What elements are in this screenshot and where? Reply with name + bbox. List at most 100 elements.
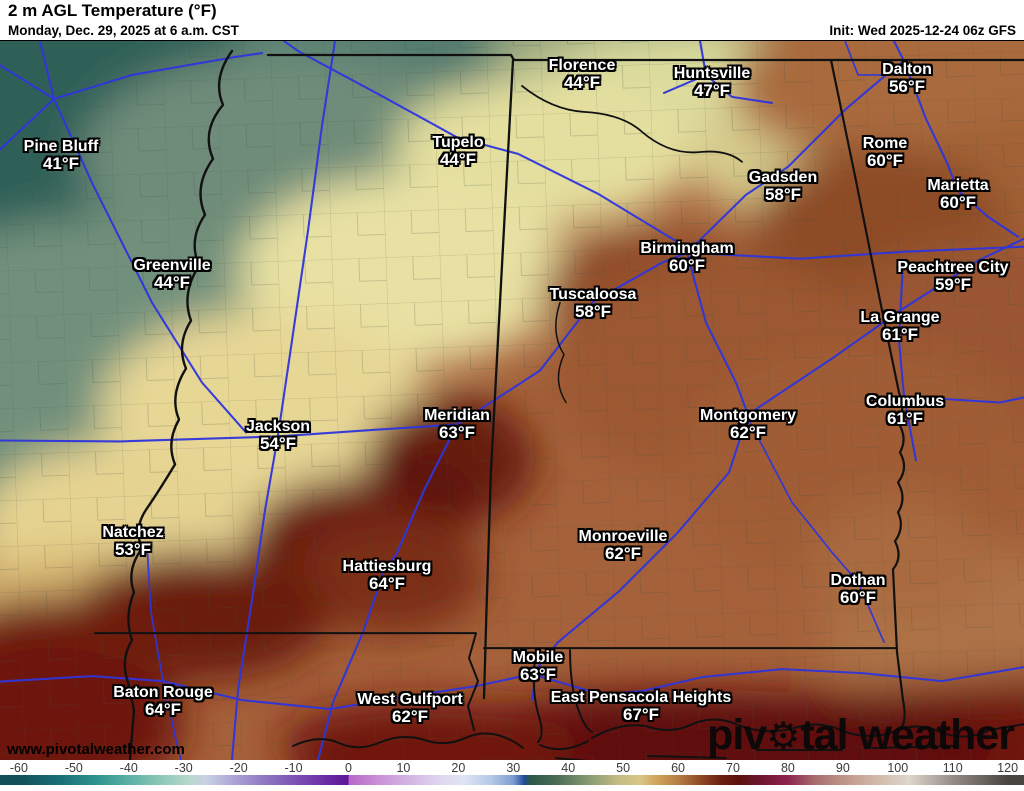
attribution-url: www.pivotalweather.com [7, 741, 185, 758]
city-temperature: 63°F [519, 665, 557, 684]
city-name: Tuscaloosa [549, 286, 637, 303]
colorbar-tick: 30 [506, 761, 521, 775]
city-name: Baton Rouge [113, 684, 213, 701]
city-label: Jackson 54°F [246, 418, 310, 453]
city-label: Dalton 56°F [882, 61, 932, 96]
city-label: Tupelo 44°F [432, 134, 483, 169]
city-label: Gadsden 58°F [749, 169, 817, 204]
city-temperature: 60°F [939, 193, 977, 212]
colorbar-tick: -20 [229, 761, 248, 775]
colorbar-tick: 0 [345, 761, 352, 775]
city-temperature: 54°F [259, 434, 297, 453]
colorbar-tick: 20 [451, 761, 466, 775]
colorbar-gradient [0, 775, 1024, 785]
city-name: Marietta [927, 177, 989, 194]
colorbar-tick: 50 [616, 761, 631, 775]
city-name: Meridian [424, 407, 490, 424]
city-label: Montgomery 62°F [700, 407, 796, 442]
temperature-field-map [0, 41, 1024, 760]
city-name: Birmingham [640, 240, 734, 257]
colorbar-ticks: -60 -50 -40 -30 -20 -10 0 10 20 30 40 50 60 70 80 90 100… [0, 760, 1024, 775]
highways [0, 41, 1024, 760]
city-temperature: 41°F [42, 154, 80, 173]
city-label: Dothan 60°F [830, 572, 885, 607]
colorbar-tick: 110 [942, 761, 963, 775]
city-label: Baton Rouge 64°F [113, 684, 213, 719]
mobile-bay [532, 649, 593, 751]
city-temperature: 47°F [693, 81, 731, 100]
city-name: Mobile [512, 649, 564, 666]
county-lines [0, 41, 1024, 760]
city-temperature: 63°F [438, 423, 476, 442]
city-label: Meridian 63°F [424, 407, 490, 442]
model-init-label: Init: Wed 2025-12-24 06z GFS [829, 23, 1016, 38]
city-label: Tuscaloosa 58°F [550, 286, 637, 321]
city-layer: Pine Bluff 41°F Greenville 44°F Tupelo 44°F Fl… [0, 41, 1024, 760]
colorbar-tick: 90 [835, 761, 850, 775]
city-temperature: 62°F [729, 423, 767, 442]
city-temperature: 61°F [886, 409, 924, 428]
colorbar-tick: 120 [997, 761, 1019, 775]
city-temperature: 60°F [668, 256, 706, 275]
city-temperature: 62°F [391, 707, 429, 726]
colorbar-tick: 100 [887, 761, 909, 775]
city-name: Monroeville [578, 528, 668, 545]
tennessee-river [521, 85, 743, 163]
city-name: West Gulfport [357, 691, 463, 708]
city-label: Florence 44°F [549, 57, 616, 92]
gear-icon: ⚙ [766, 716, 801, 758]
map-area: Pine Bluff 41°F Greenville 44°F Tupelo 44°F Fl… [0, 40, 1024, 760]
city-name: Montgomery [700, 407, 796, 424]
city-label: Peachtree City 59°F [897, 259, 1008, 294]
city-label: East Pensacola Heights 67°F [551, 689, 732, 724]
state-borders-and-rivers [94, 49, 1024, 760]
colorbar-tick: -30 [174, 761, 193, 775]
city-name: Gadsden [748, 169, 818, 186]
city-label: Rome 60°F [863, 135, 907, 170]
city-name: Jackson [245, 418, 311, 435]
city-label: Marietta 60°F [927, 177, 988, 212]
city-label: Monroeville 62°F [579, 528, 668, 563]
city-name: Natchez [102, 524, 164, 541]
pivotal-weather-logo: piv⚙tal weather [707, 711, 1015, 759]
city-name: Pine Bluff [23, 138, 99, 155]
city-name: Dothan [830, 572, 886, 589]
city-temperature: 59°F [934, 275, 972, 294]
city-name: Huntsville [673, 65, 751, 82]
city-temperature: 44°F [563, 73, 601, 92]
header: 2 m AGL Temperature (°F) Monday, Dec. 29… [0, 0, 1024, 40]
city-name: Rome [862, 135, 908, 152]
valid-time-label: Monday, Dec. 29, 2025 at 6 a.m. CST [8, 23, 239, 38]
colorbar: -60 -50 -40 -30 -20 -10 0 10 20 30 40 50 60 70 80 90 100… [0, 760, 1024, 791]
city-name: East Pensacola Heights [550, 689, 732, 706]
city-label: La Grange 61°F [860, 309, 939, 344]
colorbar-tick: -40 [119, 761, 138, 775]
city-name: Greenville [133, 257, 211, 274]
city-label: Natchez 53°F [102, 524, 163, 559]
mississippi-river [123, 49, 234, 760]
city-label: Birmingham 60°F [640, 240, 733, 275]
city-label: Greenville 44°F [133, 257, 210, 292]
city-label: Mobile 63°F [513, 649, 564, 684]
city-name: Peachtree City [897, 259, 1009, 276]
city-temperature: 64°F [144, 700, 182, 719]
city-temperature: 61°F [881, 325, 919, 344]
city-temperature: 44°F [439, 150, 477, 169]
city-temperature: 53°F [114, 540, 152, 559]
city-name: Hattiesburg [342, 558, 432, 575]
colorbar-tick: -50 [64, 761, 83, 775]
colorbar-tick: 60 [671, 761, 685, 775]
logo-text-post: tal weather [800, 711, 1015, 759]
city-temperature: 58°F [574, 302, 612, 321]
city-temperature: 60°F [839, 588, 877, 607]
logo-text-pre: piv [707, 711, 767, 759]
gulf-coastline [292, 732, 524, 750]
city-label: Hattiesburg 64°F [343, 558, 432, 593]
city-label: Pine Bluff 41°F [24, 138, 99, 173]
colorbar-tick: -60 [9, 761, 28, 775]
city-label: West Gulfport 62°F [357, 691, 462, 726]
page-title: 2 m AGL Temperature (°F) [8, 1, 217, 20]
colorbar-tick: -10 [284, 761, 303, 775]
city-temperature: 67°F [622, 705, 660, 724]
city-name: La Grange [860, 309, 940, 326]
